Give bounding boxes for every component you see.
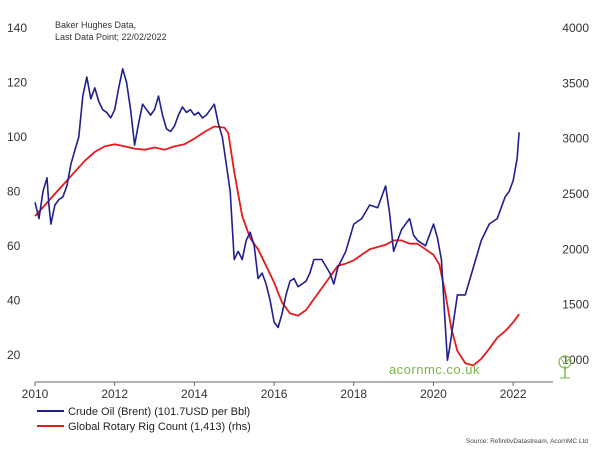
left-y-tick-label: 40 xyxy=(7,293,21,307)
x-tick-label: 2014 xyxy=(181,387,208,401)
legend-label-rig-count: Global Rotary Rig Count (1,413) (rhs) xyxy=(68,421,251,433)
x-tick-label: 2016 xyxy=(261,387,288,401)
left-y-tick-label: 100 xyxy=(7,130,27,144)
right-y-tick-label: 3000 xyxy=(562,132,589,146)
source-note: Source: RefinitivDatastream, AcornMC Ltd xyxy=(466,438,588,445)
right-y-tick-label: 1500 xyxy=(562,298,589,312)
series-line-rig-count xyxy=(34,125,520,367)
x-tick-label: 2012 xyxy=(101,387,128,401)
x-tick-label: 2020 xyxy=(420,387,447,401)
annotation-line-2: Last Data Point; 22/02/2022 xyxy=(55,32,167,42)
right-y-tick-label: 2000 xyxy=(562,242,589,256)
right-y-axis: 1000 1500 2000 2500 3000 3500 4000 xyxy=(562,21,589,367)
left-y-tick-label: 20 xyxy=(7,348,21,362)
left-y-tick-label: 120 xyxy=(7,75,27,89)
watermark: acornmc.co.uk xyxy=(389,355,572,379)
data-annotation: Baker Hughes Data, Last Data Point; 22/0… xyxy=(55,20,167,42)
right-y-tick-label: 1000 xyxy=(562,353,589,367)
x-tick-label: 2022 xyxy=(500,387,527,401)
right-y-tick-label: 4000 xyxy=(562,21,589,35)
left-y-tick-label: 140 xyxy=(7,21,27,35)
series-layer xyxy=(34,68,520,367)
legend-label-crude-oil: Crude Oil (Brent) (101.7USD per Bbl) xyxy=(68,406,250,418)
series-line-crude-oil xyxy=(34,68,520,362)
tree-logo-icon xyxy=(558,355,572,379)
watermark-text: acornmc.co.uk xyxy=(389,362,480,377)
x-tick-label: 2010 xyxy=(22,387,49,401)
right-y-tick-label: 2500 xyxy=(562,187,589,201)
left-y-tick-label: 60 xyxy=(7,239,21,253)
annotation-line-1: Baker Hughes Data, xyxy=(55,20,136,30)
legend: Crude Oil (Brent) (101.7USD per Bbl) Glo… xyxy=(37,406,251,433)
x-tick-label: 2018 xyxy=(340,387,367,401)
left-y-tick-label: 80 xyxy=(7,184,21,198)
x-axis: 2010 2012 2014 2016 2018 2020 2022 xyxy=(22,382,527,401)
left-y-axis: 20 40 60 80 100 120 140 xyxy=(7,21,27,362)
right-y-tick-label: 3500 xyxy=(562,76,589,90)
